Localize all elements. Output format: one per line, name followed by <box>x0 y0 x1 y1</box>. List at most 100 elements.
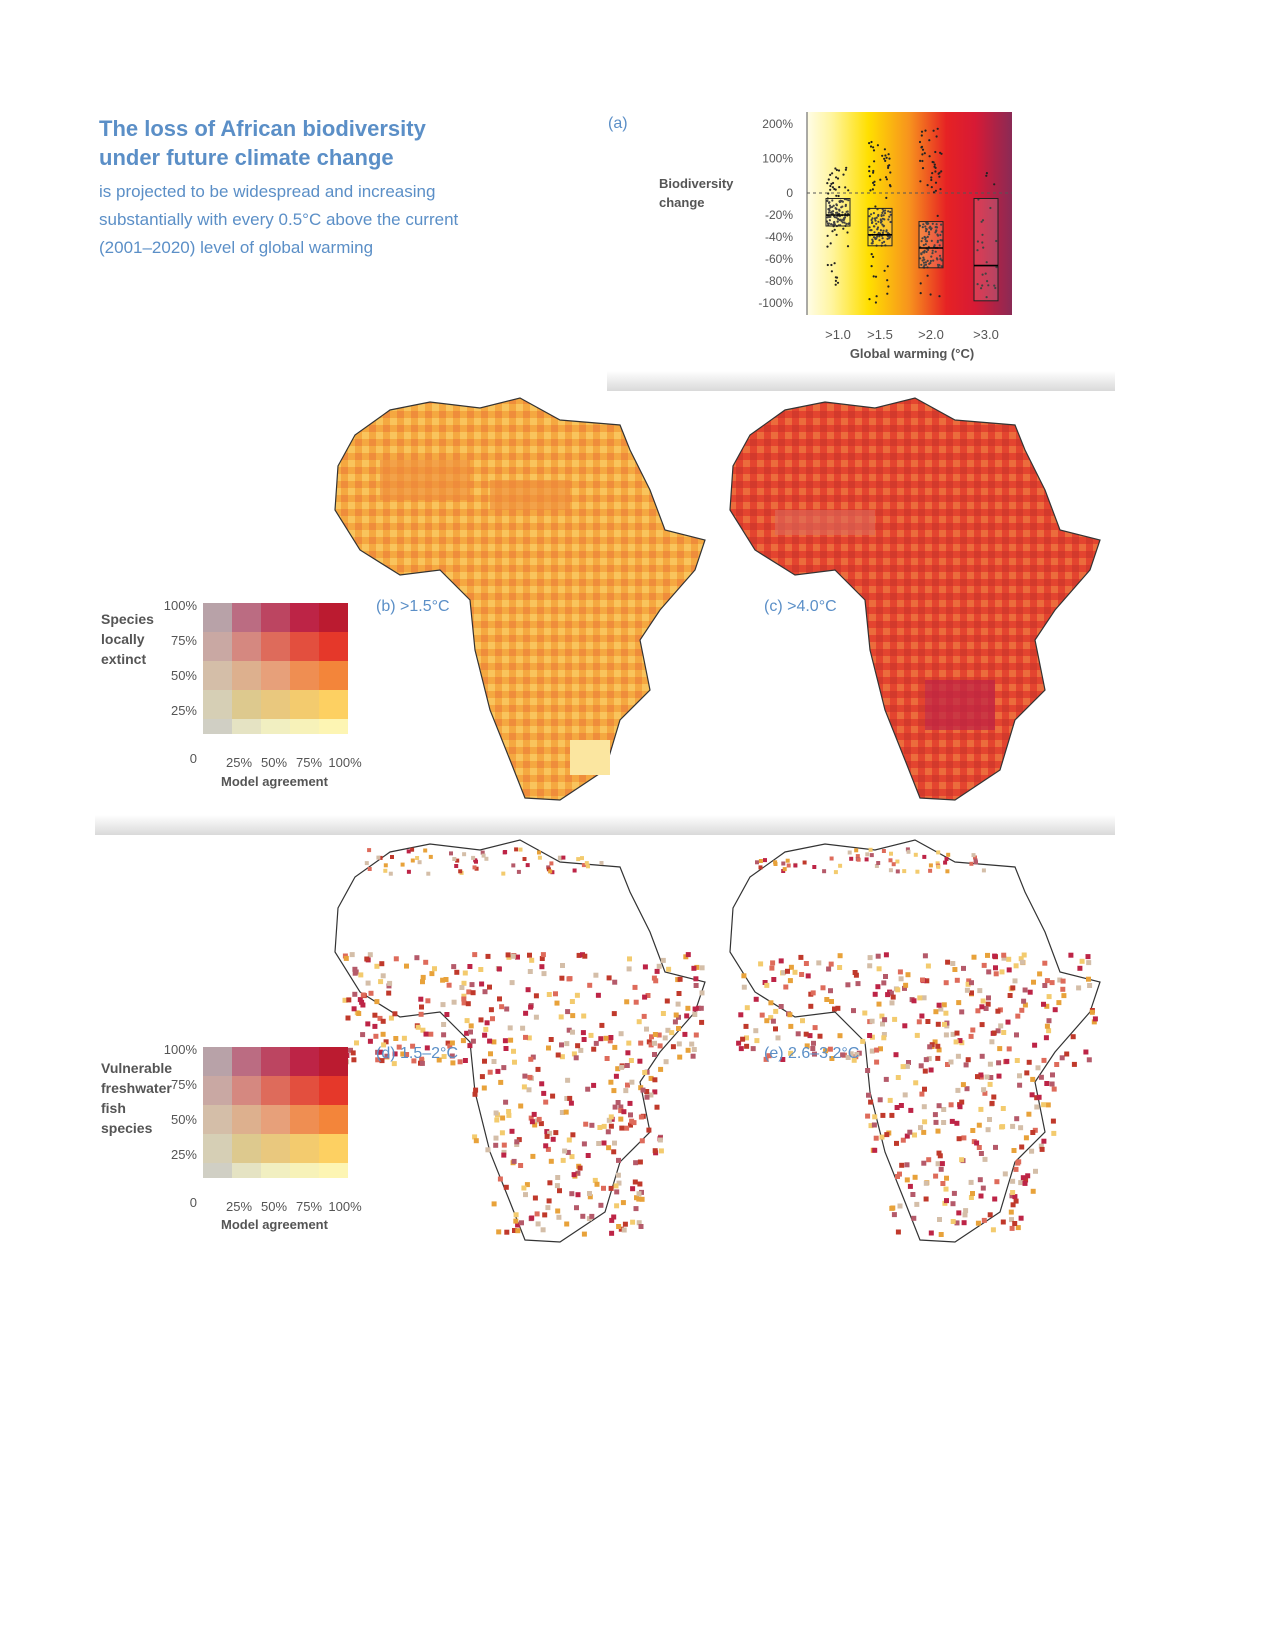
fish-cell <box>1012 1221 1018 1226</box>
warming-gradient-background <box>807 112 1012 315</box>
fish-cell <box>482 989 488 995</box>
fish-cell <box>1013 1198 1019 1204</box>
fish-cell <box>781 861 786 866</box>
x-tick-label: >1.0 <box>825 327 851 342</box>
data-point <box>870 213 873 216</box>
fish-cell <box>981 1087 987 1093</box>
fish-cell <box>491 1059 497 1064</box>
fish-cell <box>392 1011 398 1017</box>
fish-cell <box>935 1161 941 1167</box>
fish-cell <box>1009 1217 1014 1223</box>
data-point <box>925 228 928 231</box>
fish-cell <box>897 1171 902 1177</box>
fish-cell <box>1010 1178 1016 1184</box>
fish-cell <box>349 952 355 958</box>
fish-cell <box>943 1186 949 1192</box>
data-point <box>889 210 892 214</box>
fish-cell <box>865 1113 871 1119</box>
data-point <box>872 146 875 149</box>
fish-cell <box>604 1056 610 1061</box>
fish-cell <box>525 863 530 868</box>
fish-cell <box>989 1039 995 1045</box>
data-point <box>938 264 941 267</box>
fish-cell <box>808 1003 814 1009</box>
fish-cell <box>451 964 457 970</box>
fish-cell <box>615 1066 621 1072</box>
data-point <box>870 265 873 268</box>
fish-cell <box>764 982 770 988</box>
fish-cell <box>1044 1081 1050 1086</box>
fish-cell <box>1013 963 1019 969</box>
fish-cell <box>1045 1102 1051 1108</box>
fish-cell <box>514 1139 520 1145</box>
fish-cell <box>1022 1002 1028 1008</box>
fish-cell <box>473 1087 479 1093</box>
fish-cell <box>608 1114 614 1120</box>
data-point <box>873 217 877 220</box>
data-point <box>869 189 872 192</box>
fish-cell <box>682 1031 688 1037</box>
fish-cell <box>461 996 467 1002</box>
data-point <box>993 183 996 186</box>
fish-cell <box>545 1146 551 1152</box>
fish-cell <box>974 860 978 865</box>
fish-cell <box>855 854 860 859</box>
data-point <box>887 218 890 221</box>
fish-cell <box>605 1129 611 1135</box>
fish-cell <box>810 990 816 996</box>
data-point <box>934 189 937 192</box>
fish-cell <box>400 862 405 867</box>
fish-cell <box>563 1109 569 1115</box>
fish-cell <box>971 954 977 960</box>
data-point <box>885 178 888 181</box>
fish-cell <box>873 1135 879 1141</box>
fish-cell <box>961 965 966 971</box>
fish-cell <box>410 847 415 852</box>
fish-cell <box>805 973 811 979</box>
fish-cell <box>977 1177 983 1183</box>
fish-cell <box>939 1161 945 1167</box>
legend-x-tick: 100% <box>328 1199 362 1214</box>
data-point <box>976 283 979 286</box>
fish-cell <box>1041 1138 1047 1144</box>
fish-cell <box>954 977 960 983</box>
fish-cell <box>391 1061 397 1067</box>
data-point <box>926 259 929 262</box>
box-gt1.0 <box>825 198 851 227</box>
data-point <box>844 168 847 171</box>
fish-cell <box>528 1115 534 1121</box>
fish-cell <box>904 1162 910 1168</box>
section-divider-bottom <box>95 815 1115 835</box>
data-point <box>930 255 933 258</box>
fish-cell <box>419 1056 425 1062</box>
legend-cell <box>203 661 232 690</box>
fish-cell <box>648 1042 654 1048</box>
fish-cell <box>559 1054 565 1060</box>
fish-cell <box>1035 1065 1041 1071</box>
fish-cell <box>652 1077 658 1083</box>
fish-cell <box>837 965 843 970</box>
fish-cell <box>906 849 911 854</box>
fish-cell <box>620 1200 626 1206</box>
fish-cell <box>908 1107 914 1113</box>
data-point <box>921 226 924 229</box>
fish-cell <box>995 1008 1001 1014</box>
data-point <box>829 173 832 176</box>
fish-cell <box>461 1000 467 1006</box>
fish-cell <box>1029 1148 1035 1154</box>
data-point <box>845 222 848 225</box>
data-point <box>845 166 848 169</box>
data-point <box>995 266 998 269</box>
fish-cell <box>410 858 415 863</box>
data-point <box>846 245 850 248</box>
fish-cell <box>588 1032 594 1038</box>
fish-cell <box>689 1041 695 1047</box>
fish-cell <box>523 1010 529 1016</box>
fish-cell <box>907 1183 913 1189</box>
fish-cell <box>879 1134 885 1140</box>
legend-cell <box>261 1047 290 1076</box>
data-point <box>928 155 931 158</box>
box-gt1.5 <box>867 207 893 247</box>
page-title: The loss of African biodiversity under f… <box>99 116 426 170</box>
fish-cell <box>887 1097 893 1103</box>
